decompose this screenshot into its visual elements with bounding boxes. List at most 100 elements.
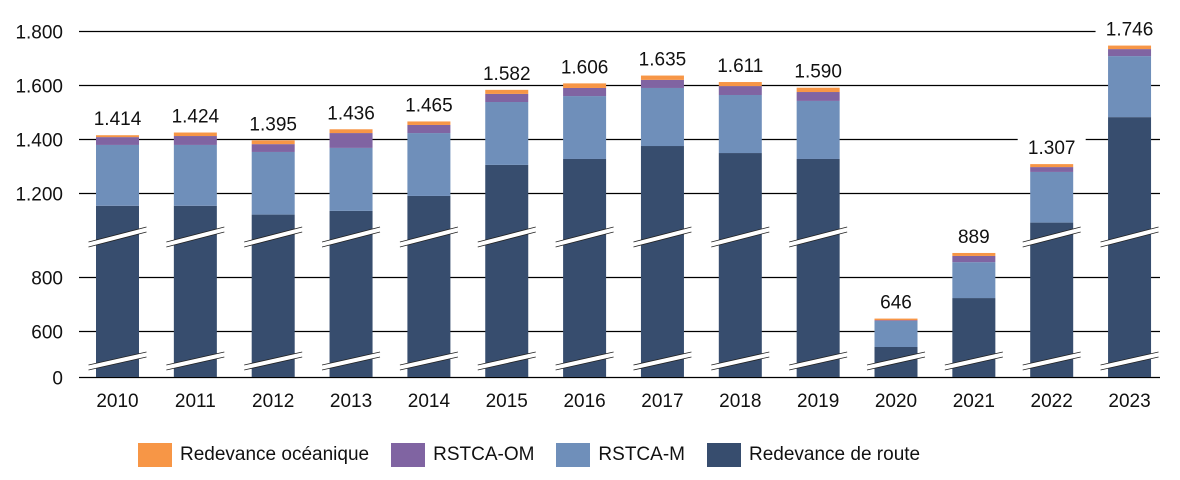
x-tick-label: 2012: [252, 391, 294, 412]
bar-segment: [874, 320, 918, 322]
bar-segment: [251, 151, 295, 215]
x-tick-label: 2011: [175, 391, 216, 412]
axis-break-line: [789, 231, 848, 248]
bar-segment: [796, 92, 840, 101]
y-tick-label: 1.600: [15, 77, 63, 98]
axis-break-line: [944, 351, 1003, 366]
axis-break-mark: [166, 227, 225, 247]
axis-break-line: [711, 231, 770, 248]
bar-segment: [485, 102, 529, 165]
data-label-bg: [1017, 134, 1086, 159]
x-tick-label: 2018: [719, 391, 761, 412]
axis-break-line: [1100, 351, 1159, 366]
data-label-bg: [706, 52, 775, 77]
data-label-bg: [83, 105, 152, 130]
bar-segment: [1030, 222, 1074, 377]
bar-segment: [1030, 171, 1074, 223]
bar-segment: [1108, 56, 1152, 118]
bar-segment: [640, 79, 684, 88]
data-label-bg: [1095, 15, 1164, 40]
axis-break-line: [399, 226, 459, 243]
total-data-label: 1.746: [1106, 20, 1154, 41]
axis-break-mark: [322, 227, 381, 247]
legend-item-rstca-om: RSTCA-OM: [391, 443, 534, 467]
x-tick-label: 2014: [408, 391, 451, 412]
axis-break-line: [789, 351, 848, 366]
axis-break-line: [555, 356, 614, 371]
axis-break-line: [555, 226, 614, 243]
data-label-bg: [239, 110, 308, 135]
axis-break-mark: [166, 352, 225, 370]
legend-swatch: [391, 443, 426, 467]
axis-break-line: [321, 226, 381, 243]
data-label-bg: [161, 102, 230, 127]
legend-item-oceanique: Redevance océanique: [138, 443, 369, 467]
x-tick-label: 2015: [486, 391, 528, 412]
data-label-bg: [317, 99, 386, 124]
axis-break-line: [711, 226, 770, 243]
bar-segment: [485, 93, 529, 103]
total-data-label: 1.436: [327, 103, 375, 124]
axis-break-mark: [88, 227, 147, 247]
axis-break-line: [244, 351, 303, 366]
x-tick-label: 2016: [563, 391, 605, 412]
data-label-bg: [784, 57, 853, 82]
bar-segment: [640, 87, 684, 147]
bar-segment: [407, 195, 451, 377]
axis-break-mark: [789, 227, 848, 247]
axis-break-line: [633, 351, 692, 366]
axis-break-line: [866, 351, 926, 366]
bar-segment: [1030, 164, 1074, 168]
axis-break-mark: [555, 227, 614, 247]
axis-break-line: [399, 231, 459, 248]
x-tick-label: 2021: [953, 391, 995, 412]
axis-break-line: [321, 356, 381, 371]
axis-break-line: [1100, 231, 1159, 248]
axis-break-mark: [1022, 352, 1081, 370]
total-data-label: 1.307: [1028, 138, 1076, 159]
y-tick-label: 0: [52, 369, 63, 390]
bar-segment: [796, 158, 840, 377]
y-tick-label: 1.800: [15, 23, 63, 44]
legend-swatch: [706, 443, 741, 467]
x-tick-label: 2010: [96, 391, 138, 412]
axis-break-mark: [244, 227, 303, 247]
axis-break-mark: [399, 227, 458, 247]
bar-segment: [96, 144, 139, 206]
data-label-bg: [472, 59, 541, 84]
data-label-bg: [550, 53, 619, 78]
axis-break-mark: [867, 352, 925, 370]
legend-swatch: [556, 443, 591, 467]
axis-break-line: [477, 226, 536, 243]
bar-segment: [796, 100, 840, 159]
axis-break-line: [1100, 356, 1159, 371]
axis-break-mark: [88, 352, 147, 370]
x-tick-label: 2019: [797, 391, 839, 412]
bar-segment: [952, 262, 996, 299]
x-tick-label: 2017: [641, 391, 683, 412]
data-label-bg: [939, 222, 1008, 247]
axis-break-mark: [477, 352, 536, 370]
bar-segment: [718, 86, 762, 95]
axis-break-mark: [555, 352, 614, 370]
axis-break-mark: [399, 352, 458, 370]
axis-break-line: [88, 351, 147, 366]
axis-break-line: [555, 351, 614, 366]
axis-break-line: [244, 231, 303, 248]
axis-break-line: [166, 231, 225, 248]
axis-break-mark: [1100, 352, 1159, 370]
axis-break-mark: [322, 352, 381, 370]
legend-item-rstca-m: RSTCA-M: [556, 443, 685, 467]
data-label-bg: [862, 288, 930, 313]
bar-segment: [952, 252, 996, 256]
total-data-label: 1.395: [249, 114, 297, 135]
bar-segment: [485, 89, 529, 94]
axis-break-line: [633, 226, 692, 243]
bar-segment: [796, 87, 840, 93]
data-label-bg: [628, 45, 697, 70]
bar-segment: [407, 133, 451, 196]
bar-segment: [952, 255, 996, 263]
legend-label: RSTCA-OM: [433, 444, 535, 465]
axis-break-line: [166, 356, 225, 371]
